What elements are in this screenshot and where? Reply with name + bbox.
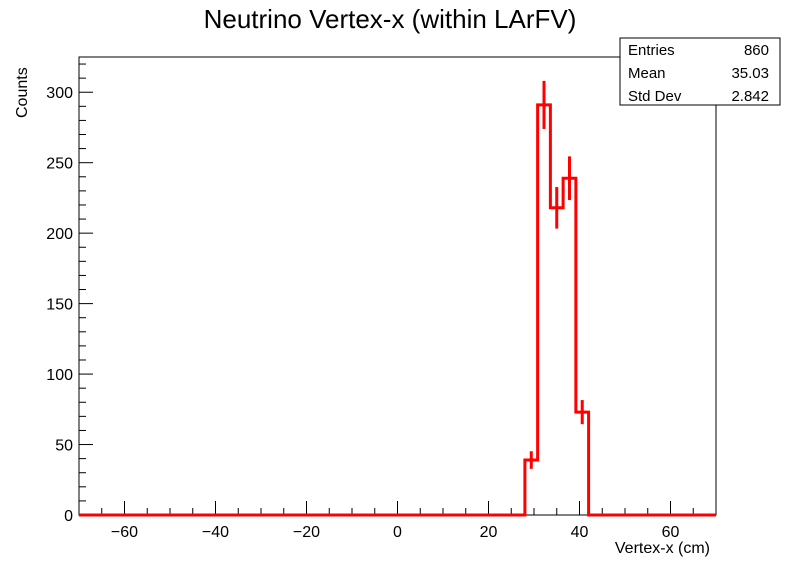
x-axis-label: Vertex-x (cm) [615,540,710,557]
x-tick-label: −40 [202,524,229,541]
y-axis-label: Counts [14,67,31,118]
stats-mean-value: 35.03 [731,65,769,82]
y-tick-label: 250 [46,156,73,173]
plot-area-border [78,56,717,516]
y-tick-label: 0 [64,508,73,525]
y-tick-label: 50 [55,438,73,455]
histogram-outline [79,103,716,517]
y-axis: 0 50 100 150 200 250 300 [46,63,93,525]
x-tick-label: −20 [293,524,320,541]
y-tick-label: 150 [46,297,73,314]
stats-box-frame [619,37,781,106]
stats-entries-label: Entries [628,42,675,59]
x-tick-label: 20 [480,524,498,541]
stats-stddev-label: Std Dev [628,88,682,105]
x-tick-label: 60 [662,524,680,541]
stats-stddev-value: 2.842 [731,88,769,105]
x-tick-label: −60 [111,524,138,541]
histogram-series [79,80,716,517]
y-tick-label: 200 [46,226,73,243]
y-tick-label: 300 [46,85,73,102]
x-tick-label: 0 [393,524,402,541]
stats-box: Entries 860 Mean 35.03 Std Dev 2.842 [619,37,781,106]
x-axis: −60 −40 −20 0 20 40 60 [78,501,717,541]
x-tick-label: 40 [571,524,589,541]
stats-mean-label: Mean [628,65,666,82]
stats-entries-value: 860 [744,42,769,59]
y-tick-label: 100 [46,367,73,384]
chart-title: Neutrino Vertex-x (within LArFV) [204,4,577,34]
plot-frame [78,56,717,516]
